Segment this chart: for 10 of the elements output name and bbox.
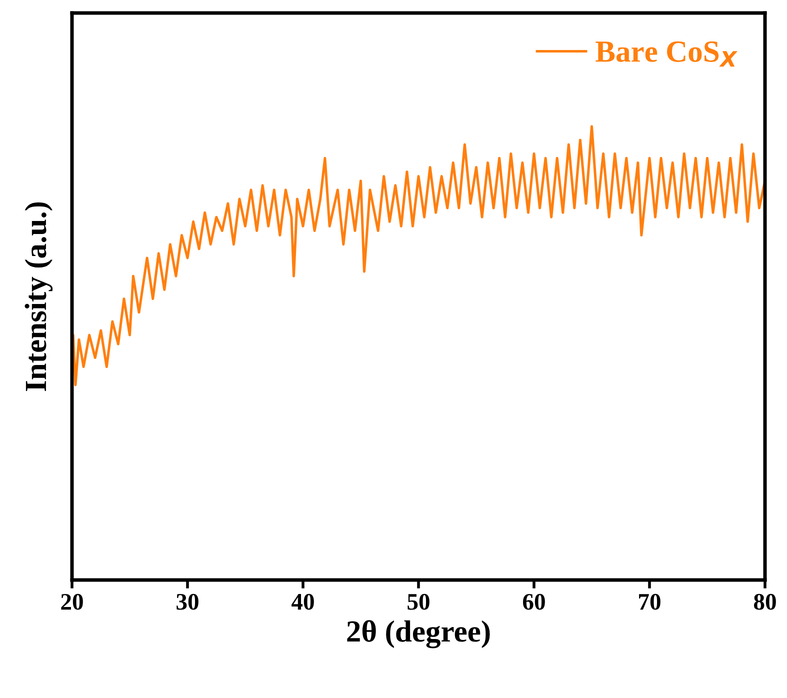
- y-axis-title: Intensity (a.u.): [24, 202, 53, 391]
- x-tick-label: 50: [408, 594, 430, 610]
- x-tick-label: 70: [639, 594, 660, 610]
- x-tick-label: 80: [754, 594, 776, 610]
- x-axis-title: 2θ (degree): [347, 620, 490, 648]
- x-tick-label: 20: [61, 594, 83, 610]
- legend-label: Bare CoS$_{X}$: [596, 41, 738, 67]
- x-tick-label: 60: [523, 594, 545, 610]
- x-tick-label: 30: [176, 594, 198, 610]
- x-tick-label: 40: [292, 594, 314, 610]
